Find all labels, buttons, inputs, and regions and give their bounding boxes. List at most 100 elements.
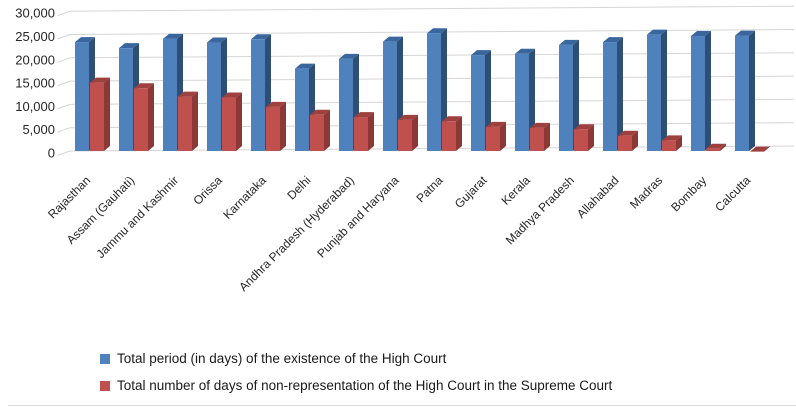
bar-Gujarat-non-representation <box>486 126 500 151</box>
bar-Madhya Pradesh-non-representation <box>574 124 594 130</box>
bar-Assam (Gauhati)-non-representation <box>134 88 148 151</box>
bar-Assam (Gauhati)-non-representation <box>134 83 154 89</box>
bar-Allahabad-non-representation <box>632 130 638 151</box>
bar-Assam (Gauhati)-existence <box>119 48 133 151</box>
bar-Jammu and Kashmir-existence <box>163 33 183 39</box>
bar-Rajasthan-existence <box>75 37 95 43</box>
bar-Patna-non-representation <box>442 116 462 122</box>
x-axis-category-label: Patna <box>413 173 446 206</box>
y-axis-depth-tick <box>57 127 71 133</box>
y-axis-depth-tick <box>57 80 71 87</box>
bar-Orissa-existence <box>207 37 227 43</box>
bar-Madhya Pradesh-existence <box>573 39 579 151</box>
legend-swatch-blue-icon <box>100 354 110 364</box>
bar-Bombay-non-representation <box>720 143 726 151</box>
bar-Rajasthan-non-representation <box>90 82 104 151</box>
bar-Punjab and Haryana-non-representation <box>398 114 418 120</box>
gridline-30,000 <box>69 5 795 12</box>
bar-Madhya Pradesh-non-representation <box>574 129 588 151</box>
bar-Kerala-non-representation <box>544 122 550 151</box>
y-axis-tick-label: 25,000 <box>15 29 55 44</box>
y-axis-depth-tick <box>57 57 71 63</box>
y-axis-tick-label: 5,000 <box>22 122 55 137</box>
bar-Orissa-non-representation <box>222 92 242 98</box>
bar-Andhra Pradesh (Hyderabad)-existence <box>339 58 353 152</box>
bar-Punjab and Haryana-non-representation <box>398 119 412 151</box>
bar-Jammu and Kashmir-existence <box>163 38 177 151</box>
bar-Calcutta-existence <box>749 30 755 151</box>
bar-Orissa-existence <box>207 42 221 151</box>
bar-Andhra Pradesh (Hyderabad)-non-representation <box>354 117 368 151</box>
bar-Jammu and Kashmir-non-representation <box>178 96 192 151</box>
bar-Delhi-non-representation <box>310 109 330 115</box>
x-axis-category-label: Madras <box>626 173 666 212</box>
bar-Gujarat-non-representation <box>486 121 506 127</box>
bar-Rajasthan-existence <box>75 42 89 152</box>
y-axis-depth-tick <box>57 34 71 40</box>
bar-Delhi-existence <box>295 63 315 69</box>
bar-Kerala-existence <box>515 53 529 151</box>
x-axis-category-label: Punjab and Haryana <box>313 173 402 261</box>
bar-Karnataka-existence <box>251 34 271 40</box>
bar-Madras-existence <box>647 29 667 35</box>
bar-Madras-existence <box>647 34 661 151</box>
bar-Andhra Pradesh (Hyderabad)-non-representation <box>354 112 374 118</box>
legend-swatch-red-icon <box>100 381 110 391</box>
bar-Rajasthan-non-representation <box>104 77 110 151</box>
legend-label-series2: Total number of days of non-representati… <box>117 378 613 393</box>
legend: Total period (in days) of the existence … <box>100 351 760 405</box>
bar-Allahabad-non-representation <box>618 130 638 136</box>
bar-Delhi-non-representation <box>324 109 330 151</box>
bar-Bombay-non-representation <box>706 143 726 149</box>
bar-Karnataka-non-representation <box>280 101 286 151</box>
x-axis-category-label: Gujarat <box>451 173 490 212</box>
bar-Patna-existence <box>427 28 447 34</box>
y-axis-tick-label: 15,000 <box>15 76 55 91</box>
bar-Allahabad-non-representation <box>618 135 632 151</box>
bar-Madhya Pradesh-existence <box>559 39 579 45</box>
x-axis-category-label: Karnataka <box>220 173 270 222</box>
x-axis-category-label: Bombay <box>668 173 710 215</box>
bar-Madras-non-representation <box>676 135 682 151</box>
bar-Punjab and Haryana-existence <box>383 41 397 151</box>
bar-Calcutta-existence <box>735 35 749 151</box>
bar-Bombay-existence <box>705 31 711 152</box>
bar-Bombay-non-representation <box>706 148 720 151</box>
legend-item-non-representation: Total number of days of non-representati… <box>100 378 760 394</box>
x-axis-labels: Rajasthan Assam (Gauhati) Jammu and Kashmi… <box>45 173 754 294</box>
y-axis-tick-label: 30,000 <box>15 6 55 21</box>
bar-Orissa-non-representation <box>236 92 242 151</box>
bar-Bombay-existence <box>691 31 711 37</box>
bar-Karnataka-existence <box>251 39 265 151</box>
bar-Jammu and Kashmir-non-representation <box>192 91 198 151</box>
bar-Delhi-non-representation <box>310 114 324 151</box>
bar-Calcutta-existence <box>735 30 755 36</box>
bar-Kerala-existence <box>515 48 535 54</box>
y-axis-depth-tick <box>57 150 71 156</box>
bar-Assam (Gauhati)-non-representation <box>148 83 154 151</box>
x-axis-category-label: Jammu and Kashmir <box>93 173 182 262</box>
x-axis-category-label: Calcutta <box>712 173 754 215</box>
bar-Jammu and Kashmir-non-representation <box>178 91 198 97</box>
bar-Patna-existence <box>427 33 441 151</box>
legend-item-high-court-existence: Total period (in days) of the existence … <box>100 351 760 367</box>
bar-Allahabad-existence <box>603 42 617 152</box>
x-axis-category-label: Kerala <box>498 173 534 208</box>
bar-Gujarat-non-representation <box>500 121 506 151</box>
bar-Kerala-non-representation <box>530 127 544 151</box>
bar-Kerala-non-representation <box>530 122 550 128</box>
plot-area: 0 5,000 10,000 15,000 20,000 25,000 30,000 <box>15 5 795 161</box>
x-axis-category-label: Orissa <box>190 173 226 208</box>
bar-Madras-existence <box>661 29 667 151</box>
bar-Madhya Pradesh-existence <box>559 44 573 151</box>
bar-Madras-non-representation <box>662 140 676 151</box>
bar-Calcutta-non-representation <box>750 146 770 152</box>
bar-Patna-non-representation <box>442 121 456 151</box>
bar-Orissa-non-representation <box>222 97 236 151</box>
y-axis-depth-tick <box>57 103 71 110</box>
bar-Patna-non-representation <box>456 116 462 151</box>
bar-Bombay-existence <box>691 36 705 152</box>
bar-Delhi-existence <box>295 68 309 151</box>
y-axis-tick-label: 10,000 <box>15 99 55 114</box>
